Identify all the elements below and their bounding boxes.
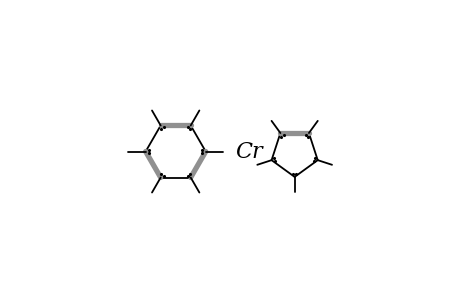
- Text: Cr: Cr: [234, 140, 262, 163]
